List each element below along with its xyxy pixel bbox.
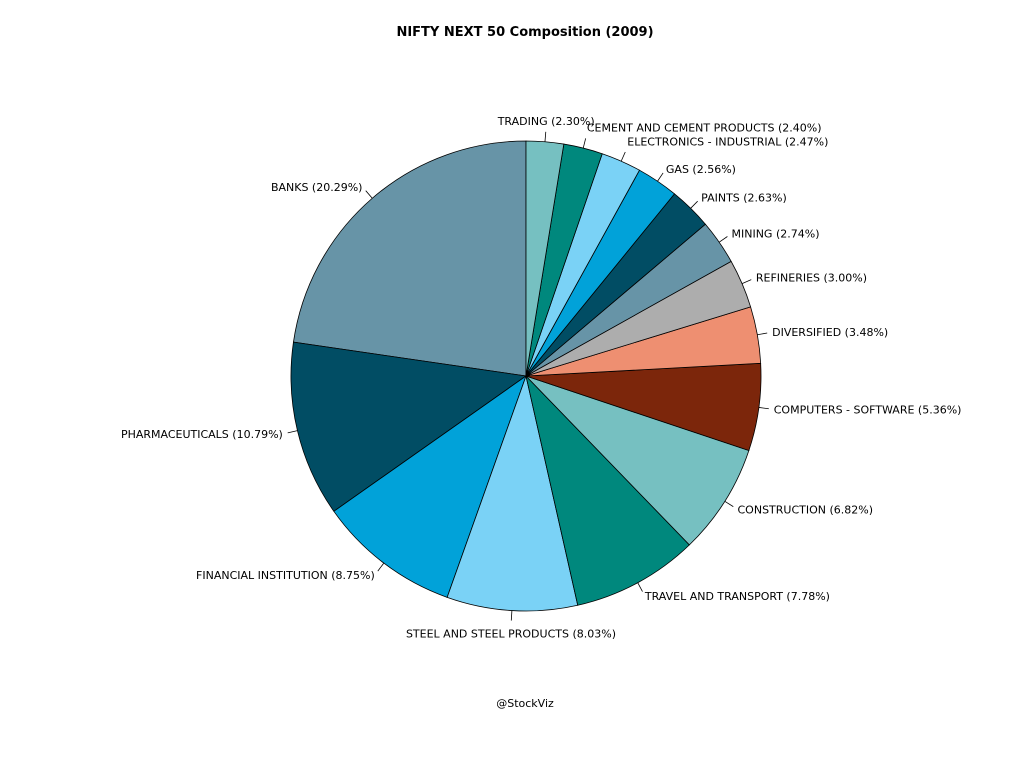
leader-line-12 [620,151,626,162]
pie-slice-5 [525,375,750,546]
leader-line-11 [657,172,664,182]
leader-line-0 [365,190,373,199]
pie-slice-0 [293,140,527,377]
slice-label-7: DIVERSIFIED (3.48%) [772,326,888,339]
slice-labels: BANKS (20.29%) PHARMACEUTICALS (10.79%) FI… [121,115,961,641]
leader-line-6 [758,407,769,410]
slice-label-10: PAINTS (2.63%) [701,192,787,205]
chart-title: NIFTY NEXT 50 Composition (2009) [396,25,653,40]
slice-label-6: COMPUTERS - SOFTWARE (5.36%) [774,403,962,416]
leader-line-9 [718,236,728,243]
slice-label-12: ELECTRONICS - INDUSTRIAL (2.47%) [627,135,828,148]
leader-line-8 [741,279,752,284]
leader-line-13 [582,138,587,149]
slice-label-9: MINING (2.74%) [732,228,820,241]
slice-label-13: CEMENT AND CEMENT PRODUCTS (2.40%) [587,122,822,135]
leader-line-4 [637,582,643,592]
leader-line-1 [287,430,298,434]
pie-slices [290,140,762,612]
leader-line-5 [724,500,734,507]
slice-label-1: PHARMACEUTICALS (10.79%) [121,428,283,441]
leader-line-7 [757,332,768,336]
leader-line-10 [690,200,698,209]
leader-line-14 [544,131,547,142]
credit-watermark: @StockViz [496,697,554,710]
label-leader-lines [287,131,769,621]
slice-label-2: FINANCIAL INSTITUTION (8.75%) [196,569,375,582]
pie-slice-3 [446,374,579,612]
slice-label-8: REFINERIES (3.00%) [756,272,867,285]
slice-label-0: BANKS (20.29%) [271,181,363,194]
pie-slice-4 [525,374,690,606]
slice-label-5: CONSTRUCTION (6.82%) [738,503,874,516]
slice-label-4: TRAVEL AND TRANSPORT (7.78%) [644,590,830,603]
slice-label-14: TRADING (2.30%) [497,115,595,128]
slice-label-11: GAS (2.56%) [666,163,736,176]
slice-label-3: STEEL AND STEEL PRODUCTS (8.03%) [406,628,616,641]
leader-line-2 [377,562,385,572]
leader-line-3 [510,610,513,621]
